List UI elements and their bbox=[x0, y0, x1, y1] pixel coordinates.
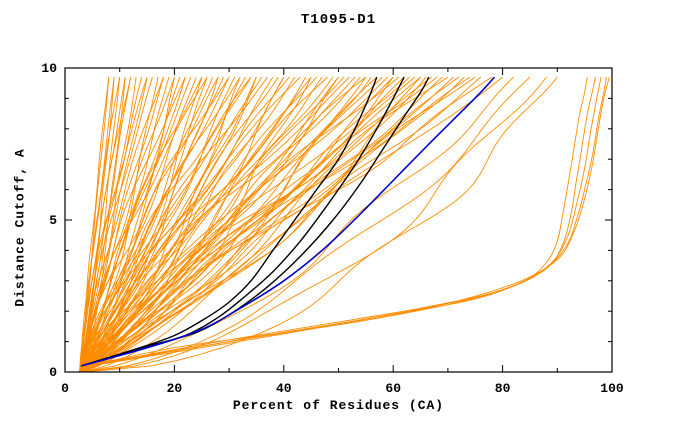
orange-model-curve bbox=[82, 76, 307, 373]
orange-model-curve bbox=[80, 76, 481, 373]
x-tick-label: 60 bbox=[385, 381, 401, 396]
orange-model-curve bbox=[80, 77, 121, 373]
orange-model-curve bbox=[81, 77, 110, 373]
orange-model-curve bbox=[82, 76, 558, 373]
orange-model-curve bbox=[79, 76, 219, 373]
orange-model-curve bbox=[82, 76, 252, 373]
x-tick-label: 40 bbox=[276, 381, 292, 396]
orange-model-curve bbox=[79, 76, 405, 373]
orange-right-cluster-curve bbox=[81, 77, 607, 368]
orange-model-curve bbox=[79, 76, 241, 373]
orange-model-curve bbox=[79, 76, 367, 373]
orange-model-curve bbox=[82, 76, 492, 373]
x-axis-label: Percent of Residues (CA) bbox=[232, 398, 445, 413]
orange-model-curve bbox=[79, 76, 421, 373]
orange-model-curve bbox=[83, 76, 339, 373]
orange-model-curve bbox=[82, 76, 421, 373]
orange-model-curve bbox=[80, 76, 170, 373]
x-tick-label: 100 bbox=[600, 381, 624, 396]
x-tick-label: 0 bbox=[61, 381, 69, 396]
orange-model-curve bbox=[80, 77, 175, 373]
orange-model-curve bbox=[81, 76, 378, 373]
y-tick-label: 5 bbox=[49, 213, 57, 228]
orange-model-curve bbox=[83, 76, 531, 373]
orange-model-curve bbox=[81, 76, 356, 373]
orange-model-curve bbox=[81, 76, 394, 373]
orange-model-curve bbox=[79, 76, 350, 373]
orange-model-curve bbox=[78, 76, 503, 373]
x-tick-label: 20 bbox=[167, 381, 183, 396]
orange-model-curve bbox=[81, 76, 214, 373]
orange-model-curve bbox=[82, 76, 361, 373]
orange-model-curve bbox=[80, 76, 547, 373]
blue-highlight-curve bbox=[81, 76, 495, 367]
y-tick-label: 0 bbox=[49, 365, 57, 380]
orange-model-curve bbox=[80, 76, 148, 373]
orange-model-curve bbox=[79, 76, 312, 373]
x-tick-label: 80 bbox=[495, 381, 511, 396]
orange-model-curve bbox=[81, 76, 230, 373]
orange-model-curve bbox=[80, 76, 230, 373]
orange-right-cluster-curve bbox=[81, 77, 602, 368]
orange-model-curve bbox=[82, 76, 471, 373]
y-tick-label: 10 bbox=[41, 61, 57, 76]
chart-title: T1095-D1 bbox=[300, 12, 377, 28]
y-axis-label: Distance Cutoff, A bbox=[12, 148, 28, 307]
orange-model-curve bbox=[79, 76, 208, 373]
orange-model-curve bbox=[81, 76, 394, 373]
orange-model-curve bbox=[81, 77, 126, 373]
orange-model-curve bbox=[80, 76, 317, 373]
orange-model-curve bbox=[80, 76, 241, 373]
orange-model-curve bbox=[80, 76, 153, 373]
black-reference-curve bbox=[81, 76, 378, 367]
orange-model-curve bbox=[80, 76, 285, 373]
orange-model-curve bbox=[78, 76, 274, 373]
orange-model-curve bbox=[78, 76, 257, 373]
orange-right-cluster-curve bbox=[81, 76, 610, 367]
